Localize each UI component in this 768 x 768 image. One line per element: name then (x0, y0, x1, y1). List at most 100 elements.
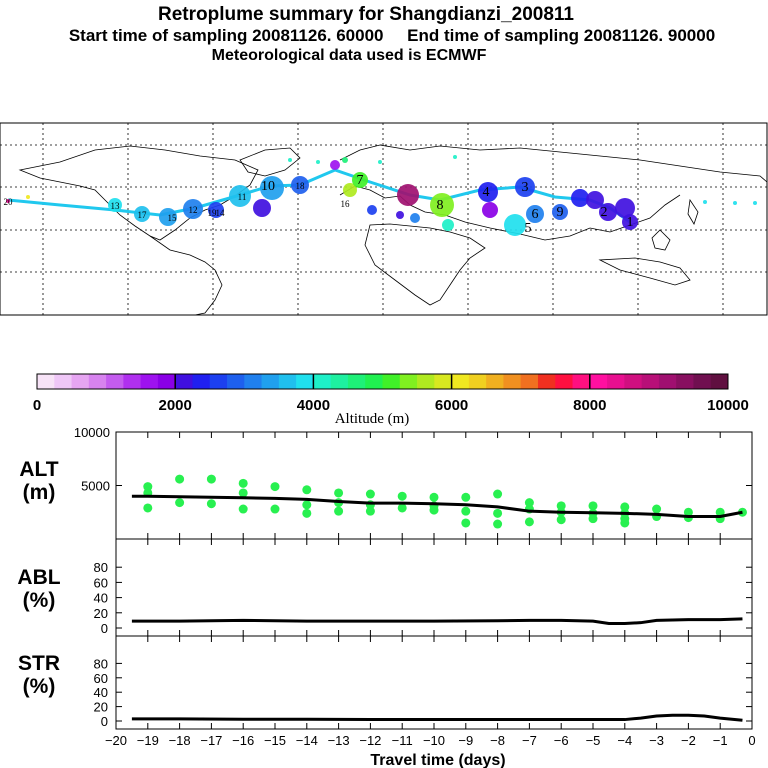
alt-point (238, 478, 248, 488)
x-tick-label: −16 (232, 733, 254, 748)
alt-point (143, 503, 153, 513)
colorbar-cell (88, 374, 107, 389)
trajectory-marker (442, 219, 454, 231)
trajectory-day-number: 15 (168, 213, 178, 223)
colorbar-tick-label: 4000 (297, 397, 330, 414)
x-tick-label: −6 (554, 733, 569, 748)
trajectory-day-number: 10 (261, 179, 275, 194)
trajectory-marker (352, 172, 368, 188)
colorbar-cell (106, 374, 124, 389)
colorbar-cell (555, 374, 574, 389)
x-tick-label: −8 (490, 733, 505, 748)
colorbar-cell (313, 374, 332, 389)
colorbar-label: Altitude (m) (335, 411, 410, 427)
x-tick-label: −17 (200, 733, 222, 748)
abl-tick-label: 60 (94, 575, 108, 590)
colorbar-cell (157, 374, 176, 389)
colorbar-tick-label: 10000 (707, 397, 749, 414)
colorbar-cell (417, 374, 435, 389)
alt-point (175, 498, 185, 508)
str-tick-label: 80 (94, 656, 108, 671)
trajectory-marker (526, 205, 544, 223)
alt-point (556, 501, 566, 511)
trajectory-day-number: 16 (341, 199, 351, 209)
x-tick-label: −15 (264, 733, 286, 748)
str-tick-label: 20 (94, 700, 108, 715)
x-tick-label: 0 (748, 733, 755, 748)
colorbar-cell (710, 374, 729, 389)
colorbar-cell (641, 374, 660, 389)
x-tick-label: −19 (137, 733, 159, 748)
str-tick-label: 60 (94, 671, 108, 686)
trajectory-path (7, 168, 631, 224)
colorbar-cell (365, 374, 383, 389)
alt-point (175, 474, 185, 484)
colorbar-tick-label: 0 (33, 397, 41, 414)
colorbar-cell (658, 374, 677, 389)
colorbar-cell (382, 374, 401, 389)
trajectory-marker (330, 160, 340, 170)
colorbar-cell (330, 374, 349, 389)
x-tick-label: −13 (328, 733, 350, 748)
trajectory-day-number: 11 (238, 192, 247, 202)
abl-tick-label: 40 (94, 591, 108, 606)
str-tick-label: 0 (101, 714, 108, 729)
trajectory-marker (586, 191, 604, 209)
trajectory-marker (316, 160, 320, 164)
trajectory-day-number: 3 (522, 180, 529, 195)
alt-point (302, 500, 312, 510)
alt-tick-label: 5000 (81, 479, 110, 494)
colorbar-cell (399, 374, 418, 389)
colorbar-cell (244, 374, 263, 389)
chart-title: Retroplume summary for Shangdianzi_20081… (157, 4, 575, 25)
alt-point (493, 519, 503, 529)
trajectory-marker (703, 200, 707, 204)
trajectory-marker (515, 177, 535, 197)
alt-point (238, 504, 248, 514)
abl-tick-label: 0 (101, 621, 108, 636)
str-line (131, 713, 743, 722)
str-tick-label: 40 (94, 685, 108, 700)
trajectory-marker (571, 189, 589, 207)
x-tick-label: −2 (681, 733, 696, 748)
trajectory-marker (615, 198, 635, 218)
x-tick-label: −10 (423, 733, 445, 748)
alt-point (334, 488, 344, 498)
colorbar-cell (278, 374, 297, 389)
colorbar-cell (261, 374, 280, 389)
alt-point (652, 504, 662, 514)
trajectory-marker (26, 195, 30, 199)
altitude-colorbar: 0 2000 4000 6000 8000 10000 Altitude (m) (33, 373, 749, 427)
alt-point (429, 505, 439, 515)
trajectory-marker (367, 205, 377, 215)
x-tick-label: −1 (713, 733, 728, 748)
alt-point (461, 518, 471, 528)
trajectory-marker (478, 182, 498, 202)
trajectory-marker (396, 211, 404, 219)
alt-point (429, 492, 439, 502)
trajectory-marker (6, 199, 10, 203)
x-axis: −20 −19 −18 −17 −16 −15 −14 −13 −12 −11 −10 −9 −8 −7−… (105, 432, 756, 748)
trajectory-marker (482, 202, 498, 218)
x-tick-label: −12 (359, 733, 381, 748)
trajectory-marker (260, 176, 284, 200)
alt-point (461, 506, 471, 516)
colorbar-tick-label: 6000 (435, 397, 468, 414)
map-gridlines (0, 123, 767, 315)
alt-point (206, 474, 216, 484)
trajectory-marker (288, 158, 292, 162)
abl-tick-label: 80 (94, 560, 108, 575)
alt-point (334, 506, 344, 516)
trajectory-day-number: 12 (189, 205, 198, 215)
x-tick-label: −7 (522, 733, 537, 748)
colorbar-cell (589, 374, 608, 389)
colorbar-cell (347, 374, 366, 389)
colorbar-cell (676, 374, 694, 389)
abl-line (131, 617, 743, 625)
trajectory-marker (453, 155, 457, 159)
colorbar-cell (140, 374, 159, 389)
x-tick-label: −14 (296, 733, 318, 748)
colorbar-cell (607, 374, 625, 389)
trajectory-marker (552, 204, 568, 220)
